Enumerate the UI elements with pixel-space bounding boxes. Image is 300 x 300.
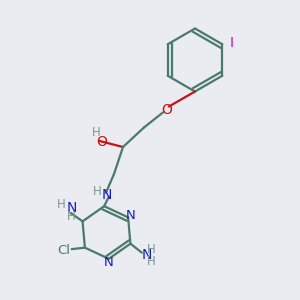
Text: N: N (141, 248, 152, 262)
Text: N: N (125, 209, 135, 222)
Text: H: H (57, 198, 66, 211)
Text: N: N (102, 188, 112, 202)
Text: H: H (147, 243, 156, 256)
Text: N: N (66, 201, 77, 215)
Text: H: H (147, 255, 156, 268)
Text: O: O (161, 103, 172, 116)
Text: Cl: Cl (57, 244, 70, 256)
Text: H: H (92, 126, 101, 140)
Text: I: I (230, 36, 234, 50)
Text: N: N (104, 256, 114, 269)
Text: O: O (97, 135, 107, 149)
Text: H: H (67, 210, 76, 223)
Text: H: H (92, 185, 101, 198)
